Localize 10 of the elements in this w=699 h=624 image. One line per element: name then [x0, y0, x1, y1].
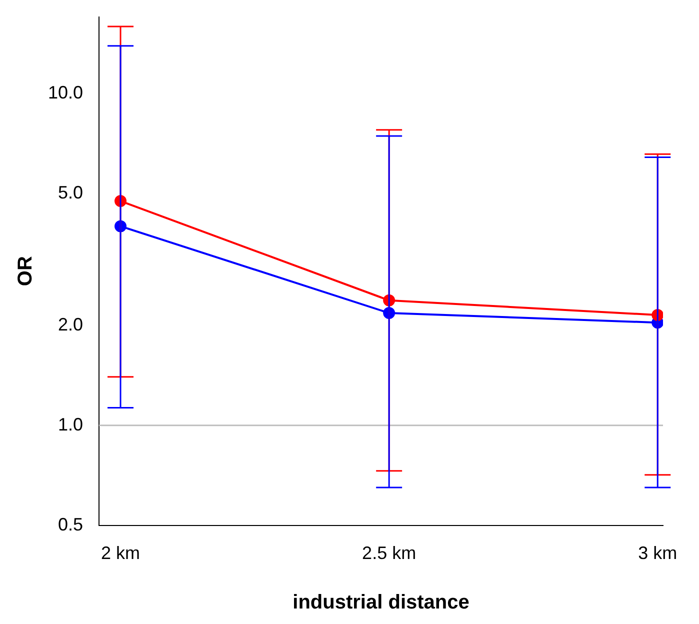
y-tick-label: 1.0	[58, 414, 84, 434]
y-axis-title: OR	[14, 256, 37, 286]
x-tick-label: 3 km	[638, 543, 678, 564]
y-tick-label: 0.5	[58, 514, 84, 534]
y-tick-label: 5.0	[58, 182, 84, 202]
x-tick-label: 2.5 km	[362, 543, 416, 564]
x-axis-title: industrial distance	[292, 592, 470, 614]
x-tick-label: 2 km	[101, 543, 140, 564]
y-tick-label: 2.0	[58, 314, 84, 334]
y-tick-label: 10.0	[48, 82, 84, 102]
